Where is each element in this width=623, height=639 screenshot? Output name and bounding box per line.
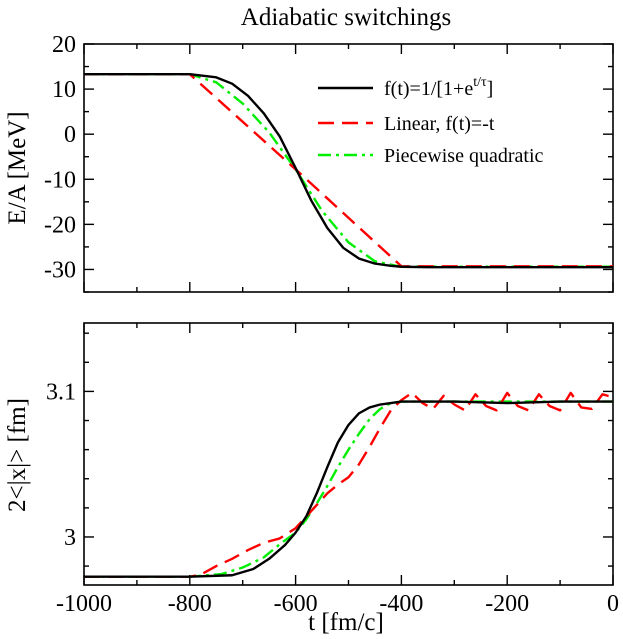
bottom-ytick-label: 3.1 <box>46 379 76 405</box>
top-ytick-label: -20 <box>44 212 76 238</box>
bottom-0-series-0 <box>84 400 613 578</box>
bottom-xtick-label: -1000 <box>56 591 112 617</box>
top-ytick-label: -10 <box>44 167 76 193</box>
top-ytick-label: 0 <box>64 122 76 148</box>
top-1-series-0 <box>84 73 613 268</box>
top-plot-frame <box>83 43 614 293</box>
top-y-axis-label: E/A [MeV] <box>4 111 31 224</box>
top-panel: E/A [MeV] 20 10 0 -10 -20 -30 f(t)=1/[1+et/τ]… <box>4 32 614 293</box>
bottom-panel: 2<|x|> [fm] t [fm/c] 3.1 3 -1000 -800 -600 -4… <box>4 322 619 636</box>
top-ytick-label: 10 <box>52 77 76 103</box>
bottom-2-series-0 <box>84 400 613 578</box>
legend-label-1: Linear, f(t)=-t <box>384 113 495 135</box>
bottom-ytick-label: 3 <box>64 525 76 551</box>
chart-title: Adiabatic switchings <box>241 4 451 31</box>
bottom-xtick-label: 0 <box>607 591 619 617</box>
bottom-y-axis-label: 2<|x|> [fm] <box>4 398 31 512</box>
top-ytick-label: 20 <box>52 32 76 58</box>
bottom-xtick-label: -200 <box>485 591 529 617</box>
top-ytick-label: -30 <box>44 257 76 283</box>
top-0-series-0 <box>84 73 613 269</box>
bottom-xtick-label: -600 <box>274 591 318 617</box>
bottom-xtick-label: -800 <box>168 591 212 617</box>
bottom-plot-frame <box>83 322 614 586</box>
legend: f(t)=1/[1+et/τ] Linear, f(t)=-t Piecewise … <box>318 75 543 167</box>
bottom-1-series-0 <box>84 391 614 578</box>
x-axis-label: t [fm/c] <box>308 609 384 636</box>
legend-label-0: f(t)=1/[1+et/τ] <box>384 75 493 100</box>
legend-label-2: Piecewise quadratic <box>384 145 543 167</box>
bottom-xtick-label: -400 <box>379 591 423 617</box>
top-2-series-0 <box>84 73 613 268</box>
